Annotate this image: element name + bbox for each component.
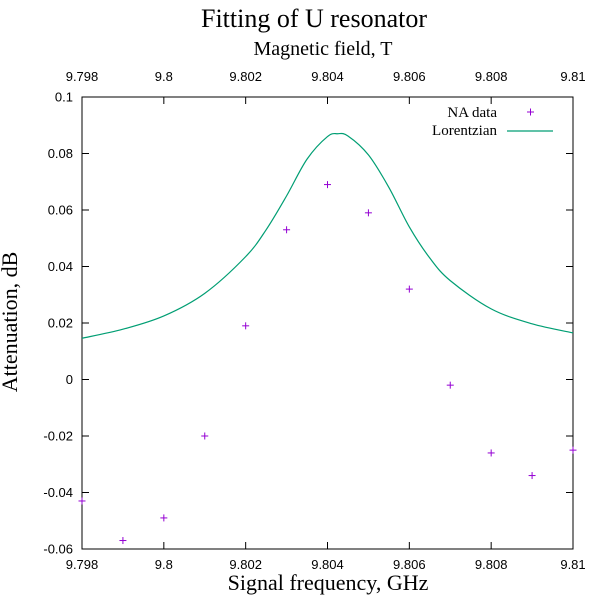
top-axis-label: Magnetic field, T (253, 38, 392, 60)
legend-marker-swatch (527, 108, 534, 116)
y-tick-label: -0.06 (43, 542, 73, 557)
y-tick-label: -0.04 (43, 485, 73, 500)
data-point (405, 285, 413, 293)
x2-tick-label: 9.8 (155, 69, 173, 84)
plot-area (81, 96, 574, 550)
data-point (528, 472, 536, 480)
legend-label: NA data (447, 105, 497, 121)
lorentzian-curve (81, 132, 574, 339)
series-layer (78, 132, 577, 545)
data-point (487, 449, 495, 457)
y-tick-label: 0.08 (48, 146, 73, 161)
x2-tick-label: 9.802 (229, 69, 262, 84)
x-tick-label: 9.808 (475, 557, 508, 572)
x-tick-label: 9.802 (229, 557, 262, 572)
x-tick-label: 9.8 (155, 557, 173, 572)
chart-title: Fitting of U resonator (201, 4, 427, 33)
y-tick-label: 0 (66, 372, 73, 387)
data-point (446, 381, 454, 389)
x2-tick-label: 9.808 (475, 69, 508, 84)
x-tick-label: 9.806 (393, 557, 426, 572)
legend: NA data Lorentzian (432, 105, 553, 139)
x-tick-label: 9.804 (311, 557, 344, 572)
x2-tick-label: 9.806 (393, 69, 426, 84)
x-axis-label: Signal frequency, GHz (228, 570, 429, 595)
y-tick-label: -0.02 (43, 429, 73, 444)
tick-layer: 9.798 9.8 9.802 9.804 9.806 9.808 9.81 9.798 9.8… (43, 69, 585, 572)
data-point (569, 446, 577, 454)
y-tick-label: 0.02 (48, 316, 73, 331)
y-axis-label: Attenuation, dB (0, 252, 22, 393)
y-tick-label: 0.06 (48, 203, 73, 218)
y-tick-label: 0.1 (55, 90, 73, 105)
data-point (119, 537, 127, 545)
x2-tick-label: 9.804 (311, 69, 344, 84)
data-point (324, 181, 331, 189)
x2-tick-label: 9.81 (560, 69, 585, 84)
data-point (160, 514, 168, 522)
data-point (283, 226, 291, 234)
data-point (78, 497, 86, 505)
data-point (364, 209, 372, 217)
data-point (201, 432, 209, 440)
y-tick-label: 0.04 (48, 259, 73, 274)
legend-label: Lorentzian (432, 123, 497, 139)
x-tick-label: 9.81 (560, 557, 585, 572)
x-tick-label: 9.798 (66, 557, 99, 572)
data-point (242, 322, 250, 330)
x2-tick-label: 9.798 (66, 69, 99, 84)
